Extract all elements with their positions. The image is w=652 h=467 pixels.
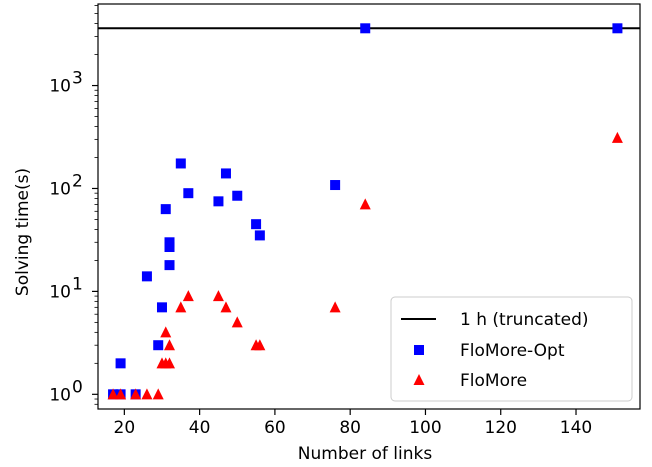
y-tick-label: 10 xyxy=(49,385,71,405)
data-point xyxy=(183,188,194,199)
data-point xyxy=(360,23,371,34)
data-point xyxy=(251,219,262,230)
legend-marker xyxy=(414,345,424,355)
data-point xyxy=(330,180,341,191)
data-point xyxy=(612,23,623,34)
data-point xyxy=(141,388,153,400)
data-point xyxy=(175,301,187,313)
y-tick-label: 10 xyxy=(49,179,71,199)
data-point xyxy=(141,271,152,282)
legend-label: FloMore-Opt xyxy=(460,341,565,361)
data-point xyxy=(213,196,224,207)
legend-label: FloMore xyxy=(460,371,527,391)
data-point xyxy=(182,290,194,302)
data-point xyxy=(107,388,119,400)
y-tick-exponent: 2 xyxy=(72,171,83,191)
data-point xyxy=(152,388,164,400)
data-point xyxy=(164,339,176,351)
data-point xyxy=(164,241,175,252)
y-axis-label: Solving time(s) xyxy=(13,168,33,296)
x-tick-label: 120 xyxy=(485,418,517,438)
data-point xyxy=(220,168,231,179)
y-tick-exponent: 1 xyxy=(72,274,83,294)
data-point xyxy=(115,388,127,400)
data-point xyxy=(212,290,224,302)
y-tick-label: 10 xyxy=(49,77,71,97)
data-point xyxy=(160,326,172,338)
data-point xyxy=(220,301,232,313)
data-point xyxy=(175,158,186,169)
x-tick-label: 60 xyxy=(264,418,286,438)
data-point xyxy=(156,302,167,313)
y-tick-label: 10 xyxy=(49,282,71,302)
data-point xyxy=(254,230,265,241)
y-tick-exponent: 3 xyxy=(72,69,83,89)
data-point xyxy=(232,190,243,201)
data-point xyxy=(231,316,243,328)
x-axis-label: Number of links xyxy=(298,444,433,464)
data-point xyxy=(164,260,175,271)
data-point xyxy=(153,340,164,351)
legend-box xyxy=(390,296,633,402)
data-point xyxy=(130,388,142,400)
plot-frame xyxy=(97,3,641,410)
data-point xyxy=(329,301,341,313)
data-point xyxy=(160,204,171,215)
legend-marker xyxy=(413,374,425,385)
series-flomore xyxy=(107,131,623,400)
legend-label: 1 h (truncated) xyxy=(460,310,589,330)
x-tick-label: 20 xyxy=(114,418,136,438)
legend: 1 h (truncated) FloMore-Opt FloMore xyxy=(390,296,633,402)
x-tick-label: 140 xyxy=(560,418,592,438)
plot-area xyxy=(98,23,640,400)
data-point xyxy=(359,198,371,210)
x-tick-label: 100 xyxy=(409,418,441,438)
data-point xyxy=(611,131,623,143)
x-tick-label: 40 xyxy=(189,418,211,438)
data-point xyxy=(254,339,266,351)
data-point xyxy=(115,358,126,369)
x-tick-label: 80 xyxy=(339,418,361,438)
data-point xyxy=(164,357,176,369)
y-tick-exponent: 0 xyxy=(72,377,83,397)
